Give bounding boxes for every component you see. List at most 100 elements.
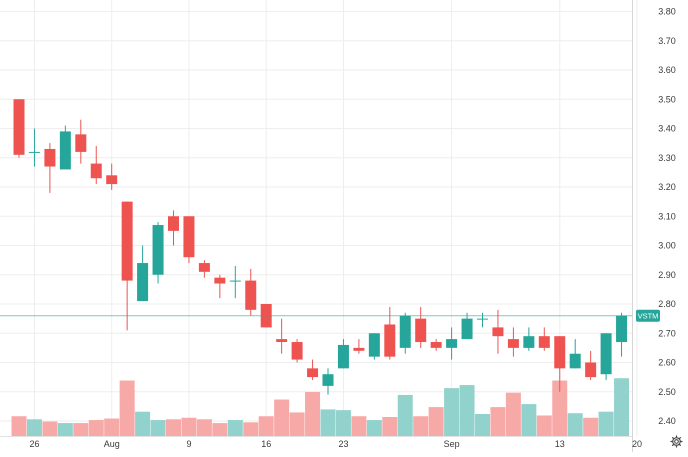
candle-body[interactable]	[245, 280, 257, 310]
candle-body[interactable]	[137, 263, 149, 302]
volume-bar[interactable]	[351, 416, 367, 436]
volume-bar[interactable]	[536, 415, 552, 436]
candle-body[interactable]	[446, 339, 458, 348]
x-tick-label: Sep	[444, 439, 460, 449]
volume-bar[interactable]	[598, 411, 614, 436]
candle-body[interactable]	[152, 225, 164, 275]
candle-body[interactable]	[399, 315, 411, 348]
candle-body[interactable]	[430, 342, 442, 348]
last-price-badge[interactable]	[636, 309, 660, 322]
candle-body[interactable]	[198, 263, 210, 272]
candle-body[interactable]	[44, 148, 56, 167]
candle-body[interactable]	[214, 277, 226, 284]
candle-body[interactable]	[384, 324, 396, 357]
candle-body[interactable]	[229, 280, 241, 282]
volume-bar[interactable]	[135, 411, 151, 436]
volume-bar[interactable]	[521, 404, 537, 436]
candle-body[interactable]	[90, 163, 102, 179]
candle-body[interactable]	[353, 347, 365, 351]
candle-body[interactable]	[322, 374, 334, 386]
candle-body[interactable]	[538, 336, 550, 348]
candle-body[interactable]	[121, 201, 133, 281]
candle-body[interactable]	[492, 327, 504, 337]
x-tick-label: 26	[29, 439, 39, 449]
volume-bar[interactable]	[196, 419, 212, 436]
volume-bar[interactable]	[42, 421, 58, 436]
candle-body[interactable]	[291, 342, 303, 360]
candle-body[interactable]	[183, 216, 195, 258]
volume-bar[interactable]	[552, 380, 568, 436]
gear-icon	[669, 434, 683, 448]
volume-bar[interactable]	[88, 420, 104, 436]
y-tick-label: 2.60	[658, 358, 676, 368]
volume-bar[interactable]	[366, 420, 382, 436]
candle-body[interactable]	[368, 333, 380, 357]
candle-body[interactable]	[477, 318, 488, 320]
settings-button[interactable]	[668, 433, 684, 449]
x-tick-label: 9	[186, 439, 191, 449]
volume-bar[interactable]	[166, 419, 181, 436]
volume-bar[interactable]	[459, 385, 475, 436]
candle-body[interactable]	[461, 318, 473, 340]
candle-body[interactable]	[585, 362, 597, 378]
volume-bar[interactable]	[150, 420, 166, 436]
candle-body[interactable]	[276, 339, 288, 343]
volume-bar[interactable]	[335, 410, 351, 436]
candle-body[interactable]	[507, 339, 519, 348]
volume-bar[interactable]	[567, 413, 583, 436]
y-tick-label: 2.90	[658, 270, 676, 280]
y-tick-label: 3.50	[658, 94, 676, 104]
volume-bar[interactable]	[490, 407, 506, 436]
volume-bar[interactable]	[11, 416, 27, 436]
volume-bar[interactable]	[505, 392, 521, 436]
volume-bar[interactable]	[614, 378, 630, 436]
volume-bar[interactable]	[227, 420, 243, 436]
volume-bar[interactable]	[104, 418, 120, 436]
candle-body[interactable]	[75, 134, 87, 152]
volume-bar[interactable]	[413, 416, 429, 436]
x-tick-label: Aug	[104, 439, 120, 449]
y-tick-label: 2.40	[658, 416, 676, 426]
x-tick-label: 23	[338, 439, 348, 449]
candle-body[interactable]	[616, 315, 628, 343]
candle-body[interactable]	[59, 131, 71, 170]
candle-body[interactable]	[106, 175, 118, 185]
volume-bar[interactable]	[320, 409, 336, 436]
candle-body[interactable]	[569, 353, 581, 369]
last-price-label: VSTM	[638, 312, 659, 321]
volume-bar[interactable]	[26, 419, 42, 436]
volume-bar[interactable]	[258, 416, 274, 436]
candle-body[interactable]	[337, 344, 349, 369]
volume-bar[interactable]	[289, 412, 305, 436]
candle-body[interactable]	[415, 318, 427, 343]
candle-body[interactable]	[554, 336, 566, 369]
candle-body[interactable]	[28, 151, 40, 153]
volume-bar[interactable]	[212, 423, 228, 436]
candle-body[interactable]	[13, 99, 25, 155]
x-tick-label: 20	[632, 439, 642, 449]
volume-bar[interactable]	[274, 399, 290, 436]
candle-body[interactable]	[523, 336, 535, 348]
volume-bar[interactable]	[382, 417, 398, 436]
volume-bar[interactable]	[397, 394, 413, 436]
volume-bar[interactable]	[57, 423, 73, 436]
volume-bar[interactable]	[475, 413, 490, 436]
volume-bar[interactable]	[73, 423, 89, 436]
candle-body[interactable]	[168, 216, 179, 231]
y-tick-label: 3.30	[658, 153, 676, 163]
volume-bar[interactable]	[444, 388, 460, 436]
volume-bar[interactable]	[119, 380, 135, 436]
volume-bar[interactable]	[428, 407, 444, 436]
y-tick-label: 2.70	[658, 328, 676, 338]
y-tick-label: 2.50	[658, 387, 676, 397]
volume-bar[interactable]	[243, 422, 259, 436]
x-tick-label: 16	[261, 439, 271, 449]
y-tick-label: 3.10	[658, 211, 676, 221]
candle-body[interactable]	[307, 368, 319, 378]
candle-body[interactable]	[600, 333, 612, 375]
volume-bar[interactable]	[583, 417, 599, 436]
volume-bar[interactable]	[181, 417, 197, 436]
volume-bar[interactable]	[305, 391, 321, 436]
